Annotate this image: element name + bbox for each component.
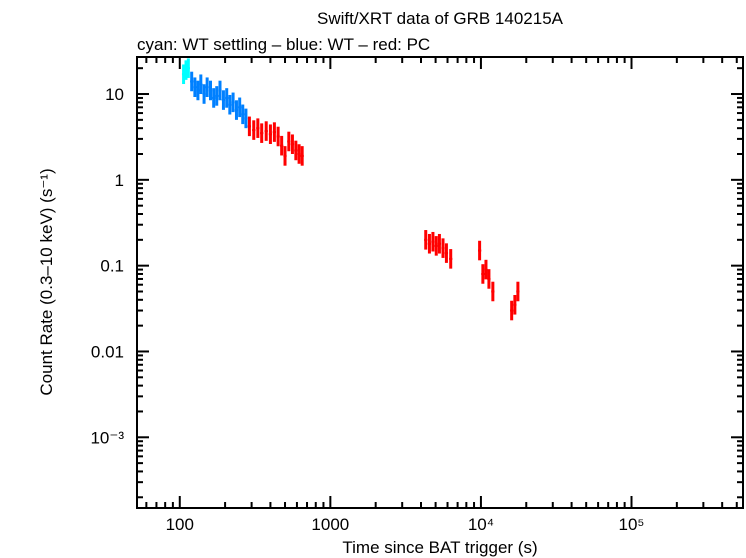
data-point xyxy=(431,231,435,252)
data-point xyxy=(268,124,273,145)
data-point xyxy=(202,84,206,104)
x-tick-label: 10⁵ xyxy=(619,515,645,534)
data-point xyxy=(260,123,264,143)
data-point xyxy=(481,264,485,284)
y-tick-label: 10 xyxy=(105,85,124,104)
data-point xyxy=(190,71,194,92)
data-point xyxy=(225,88,229,108)
data-point xyxy=(193,77,197,98)
data-point xyxy=(186,58,190,78)
data-point xyxy=(516,281,520,302)
y-axis-label: Count Rate (0.3–10 keV) (s⁻¹) xyxy=(37,168,56,395)
x-tick-label: 1000 xyxy=(311,515,349,534)
data-point xyxy=(287,131,291,152)
data-point xyxy=(300,146,304,166)
data-point xyxy=(294,140,298,161)
data-point xyxy=(290,134,295,155)
y-tick-label: 1 xyxy=(115,171,124,190)
data-point xyxy=(491,281,495,302)
data-point xyxy=(272,122,277,142)
data-point xyxy=(264,121,268,141)
data-point xyxy=(477,240,482,261)
data-point xyxy=(434,236,438,256)
x-tick-label: 10⁴ xyxy=(468,515,494,534)
chart-title: Swift/XRT data of GRB 140215A xyxy=(317,9,564,28)
y-tick-label: 0.01 xyxy=(91,342,124,361)
data-point xyxy=(449,249,453,269)
data-point xyxy=(218,80,222,101)
x-tick-label: 100 xyxy=(166,515,194,534)
data-point xyxy=(231,92,235,113)
data-point xyxy=(221,90,226,110)
x-axis-label: Time since BAT trigger (s) xyxy=(342,538,537,557)
data-point xyxy=(256,118,260,138)
y-tick-label: 10⁻³ xyxy=(90,428,124,447)
data-point xyxy=(212,88,216,108)
data-point xyxy=(196,80,200,101)
data-point xyxy=(215,86,219,106)
data-point xyxy=(487,269,491,289)
data-point xyxy=(444,243,449,263)
data-point xyxy=(247,116,252,137)
data-point xyxy=(437,233,442,254)
chart-subtitle: cyan: WT settling – blue: WT – red: PC xyxy=(137,35,430,54)
data-point xyxy=(241,104,245,125)
data-point xyxy=(238,97,242,118)
y-tick-label: 0.1 xyxy=(100,257,124,276)
data-point xyxy=(199,74,203,95)
data-point xyxy=(228,94,232,115)
data-point xyxy=(513,295,517,315)
data-point xyxy=(252,120,256,140)
data-point xyxy=(484,259,488,280)
data-point xyxy=(208,80,213,101)
data-point xyxy=(276,126,280,147)
data-point xyxy=(427,233,432,254)
data-point xyxy=(510,300,514,321)
data-point xyxy=(297,144,301,164)
data-point xyxy=(441,238,445,258)
data-point xyxy=(424,230,428,250)
data-point xyxy=(205,77,209,98)
data-point xyxy=(283,146,287,166)
plot-frame xyxy=(136,56,744,509)
data-point xyxy=(234,100,239,120)
data-point xyxy=(280,135,284,156)
data-point xyxy=(244,108,248,129)
